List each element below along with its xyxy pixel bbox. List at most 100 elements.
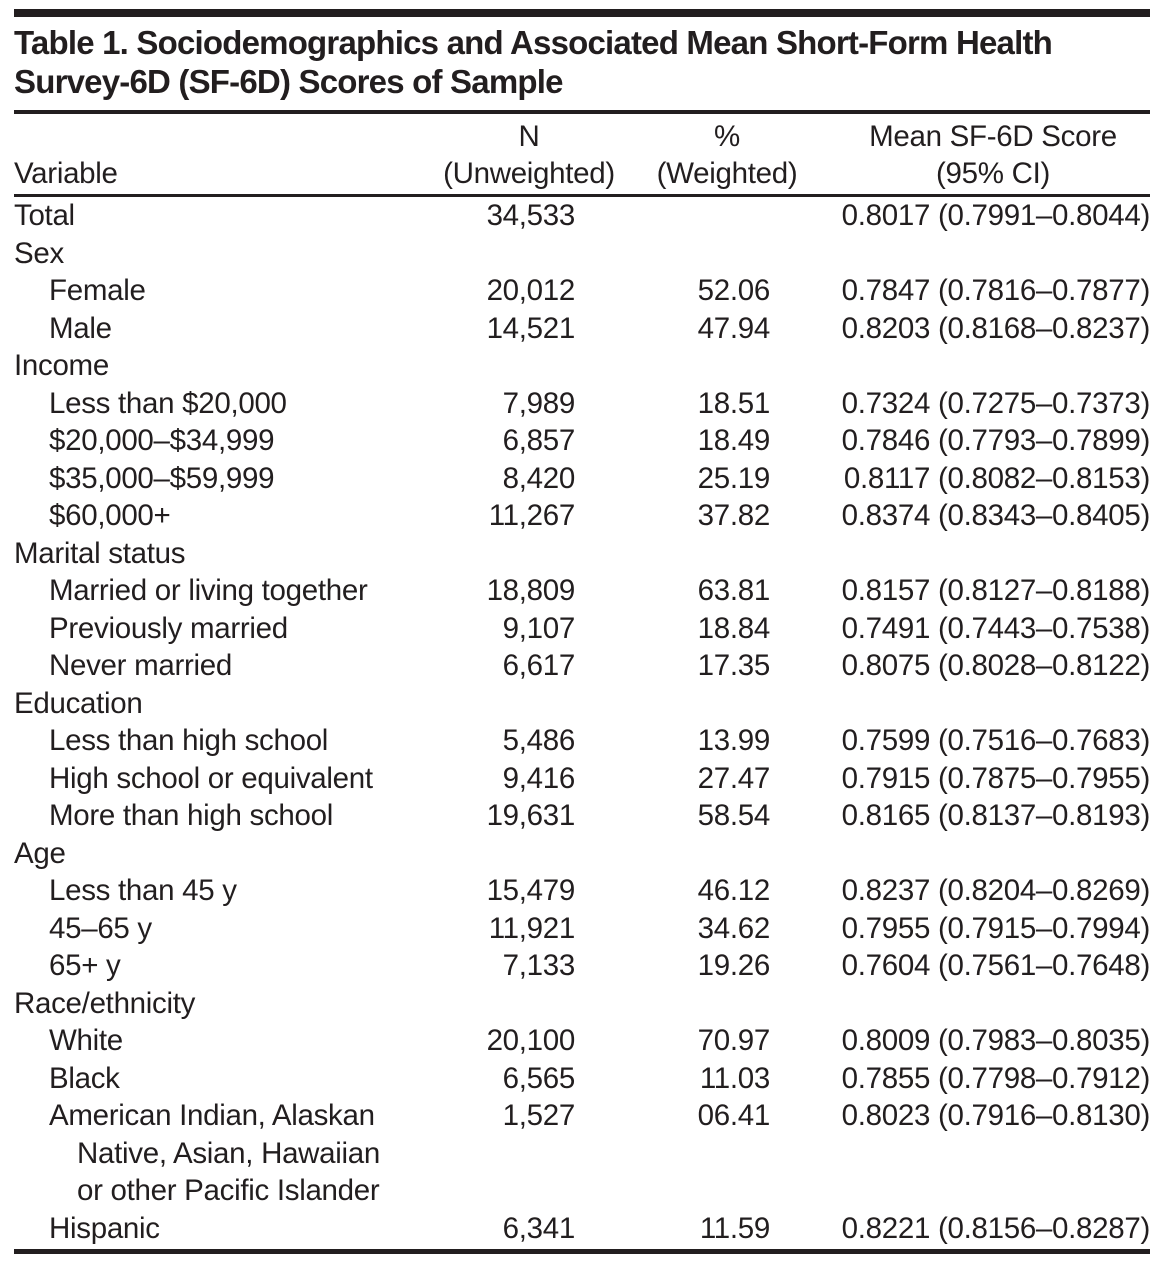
- cell-variable: Marital status: [14, 536, 186, 570]
- table-row: Married or living together 18,809 63.81 …: [14, 572, 1150, 610]
- title-rule: [14, 110, 1150, 114]
- table-row: 45–65 y 11,921 34.62 0.7955 (0.7915–0.79…: [14, 910, 1150, 948]
- cell-n-unweighted: 1,527: [502, 1099, 576, 1132]
- table-row: Income: [14, 347, 1150, 385]
- cell-pct-weighted: 37.82: [697, 499, 771, 532]
- table-row: $35,000–$59,999 8,420 25.19 0.8117 (0.80…: [14, 460, 1150, 498]
- cell-pct-weighted: 34.62: [697, 911, 771, 945]
- cell-mean-ci: 0.8009 (0.7983–0.8035): [841, 1024, 1151, 1057]
- cell-mean-ci: 0.8023 (0.7916–0.8130): [841, 1099, 1151, 1132]
- cell-variable: Female: [49, 274, 146, 307]
- header-mean-sf6d: Mean SF-6D Score (95% CI): [836, 118, 1150, 192]
- cell-variable: $20,000–$34,999: [49, 424, 275, 457]
- cell-pct-weighted: 18.49: [697, 424, 771, 457]
- cell-pct-weighted: 18.51: [697, 386, 771, 420]
- cell-n-unweighted: 9,107: [502, 611, 576, 645]
- table-row: White 20,100 70.97 0.8009 (0.7983–0.8035…: [14, 1022, 1150, 1060]
- cell-pct-weighted: 17.35: [697, 649, 771, 682]
- cell-pct-weighted: 52.06: [697, 274, 771, 307]
- cell-mean-ci: 0.7855 (0.7798–0.7912): [841, 1061, 1151, 1095]
- cell-pct-weighted: 13.99: [697, 724, 771, 757]
- table-row: Marital status: [14, 535, 1150, 573]
- table-row: $60,000+ 11,267 37.82 0.8374 (0.8343–0.8…: [14, 497, 1150, 535]
- cell-pct-weighted: 46.12: [697, 874, 771, 907]
- header-mean-line1: Mean SF-6D Score: [869, 120, 1117, 153]
- table-row: Female 20,012 52.06 0.7847 (0.7816–0.787…: [14, 272, 1150, 310]
- cell-n-unweighted: 20,012: [486, 274, 576, 307]
- header-n-unweighted: N (Unweighted): [440, 118, 618, 192]
- cell-variable: Previously married: [49, 611, 288, 645]
- table-row: Black 6,565 11.03 0.7855 (0.7798–0.7912): [14, 1060, 1150, 1098]
- cell-variable: Male: [49, 311, 112, 345]
- cell-variable: Less than high school: [49, 724, 329, 757]
- table-row: Sex: [14, 235, 1150, 273]
- cell-n-unweighted: 15,479: [486, 874, 576, 907]
- cell-n-unweighted: 14,521: [486, 311, 576, 345]
- cell-pct-weighted: 58.54: [697, 799, 771, 832]
- table-row: Total 34,533 0.8017 (0.7991–0.8044): [14, 197, 1150, 235]
- cell-n-unweighted: 11,921: [488, 911, 576, 945]
- table-row: $20,000–$34,999 6,857 18.49 0.7846 (0.77…: [14, 422, 1150, 460]
- table-body: Total 34,533 0.8017 (0.7991–0.8044) Sex …: [14, 197, 1150, 1247]
- table-row: Education: [14, 685, 1150, 723]
- table-row: Age: [14, 835, 1150, 873]
- cell-variable: Never married: [49, 649, 232, 682]
- header-pct-line2: (Weighted): [656, 157, 798, 190]
- cell-pct-weighted: 63.81: [697, 574, 771, 607]
- cell-n-unweighted: 20,100: [486, 1024, 576, 1057]
- table-row: Less than 45 y 15,479 46.12 0.8237 (0.82…: [14, 872, 1150, 910]
- table-row: American Indian, Alaskan Native, Asian, …: [14, 1097, 1150, 1210]
- top-rule: [14, 9, 1150, 17]
- cell-mean-ci: 0.8221 (0.8156–0.8287): [841, 1211, 1151, 1245]
- table-row: Less than $20,000 7,989 18.51 0.7324 (0.…: [14, 385, 1150, 423]
- cell-variable: Education: [14, 686, 143, 720]
- cell-variable: Less than $20,000: [49, 386, 287, 420]
- cell-mean-ci: 0.8237 (0.8204–0.8269): [841, 874, 1151, 907]
- cell-mean-ci: 0.8157 (0.8127–0.8188): [841, 574, 1151, 607]
- cell-n-unweighted: 6,617: [502, 649, 576, 682]
- cell-n-unweighted: 6,341: [502, 1211, 576, 1245]
- cell-variable: Total: [14, 199, 75, 232]
- cell-variable: $35,000–$59,999: [49, 461, 275, 495]
- table-row: Never married 6,617 17.35 0.8075 (0.8028…: [14, 647, 1150, 685]
- cell-variable: More than high school: [49, 799, 333, 832]
- cell-pct-weighted: 47.94: [697, 311, 771, 345]
- cell-n-unweighted: 6,565: [502, 1061, 576, 1095]
- cell-mean-ci: 0.8203 (0.8168–0.8237): [841, 311, 1151, 345]
- table-row: Race/ethnicity: [14, 985, 1150, 1023]
- cell-mean-ci: 0.8374 (0.8343–0.8405): [841, 499, 1151, 532]
- cell-mean-ci: 0.8017 (0.7991–0.8044): [841, 199, 1151, 232]
- cell-variable: White: [49, 1024, 123, 1057]
- cell-n-unweighted: 6,857: [502, 424, 576, 457]
- cell-pct-weighted: 19.26: [697, 949, 771, 982]
- header-n-line1: N: [518, 120, 540, 153]
- cell-pct-weighted: 06.41: [697, 1099, 771, 1132]
- cell-n-unweighted: 7,133: [502, 949, 576, 982]
- table-row: Hispanic 6,341 11.59 0.8221 (0.8156–0.82…: [14, 1210, 1150, 1248]
- header-n-line2: (Unweighted): [443, 157, 615, 190]
- cell-mean-ci: 0.7846 (0.7793–0.7899): [841, 424, 1151, 457]
- cell-n-unweighted: 11,267: [488, 499, 576, 532]
- cell-mean-ci: 0.7915 (0.7875–0.7955): [841, 761, 1151, 795]
- cell-variable: High school or equivalent: [49, 761, 373, 795]
- header-rule: [14, 194, 1150, 197]
- table-row: Less than high school 5,486 13.99 0.7599…: [14, 722, 1150, 760]
- cell-variable: Race/ethnicity: [14, 986, 196, 1020]
- cell-mean-ci: 0.7599 (0.7516–0.7683): [841, 724, 1151, 757]
- cell-variable: Married or living together: [49, 574, 368, 607]
- cell-mean-ci: 0.8075 (0.8028–0.8122): [841, 649, 1151, 682]
- cell-mean-ci: 0.8117 (0.8082–0.8153): [843, 461, 1150, 495]
- cell-variable: American Indian, Alaskan Native, Asian, …: [49, 1099, 381, 1207]
- table-row: More than high school 19,631 58.54 0.816…: [14, 797, 1150, 835]
- cell-variable: Sex: [14, 236, 64, 270]
- cell-n-unweighted: 5,486: [502, 724, 576, 757]
- cell-n-unweighted: 34,533: [486, 199, 576, 232]
- table-row: 65+ y 7,133 19.26 0.7604 (0.7561–0.7648): [14, 947, 1150, 985]
- cell-variable: $60,000+: [49, 499, 171, 532]
- cell-n-unweighted: 18,809: [486, 574, 576, 607]
- cell-mean-ci: 0.7604 (0.7561–0.7648): [841, 949, 1151, 982]
- cell-n-unweighted: 9,416: [502, 761, 576, 795]
- cell-n-unweighted: 7,989: [502, 386, 576, 420]
- header-mean-line2: (95% CI): [936, 157, 1050, 190]
